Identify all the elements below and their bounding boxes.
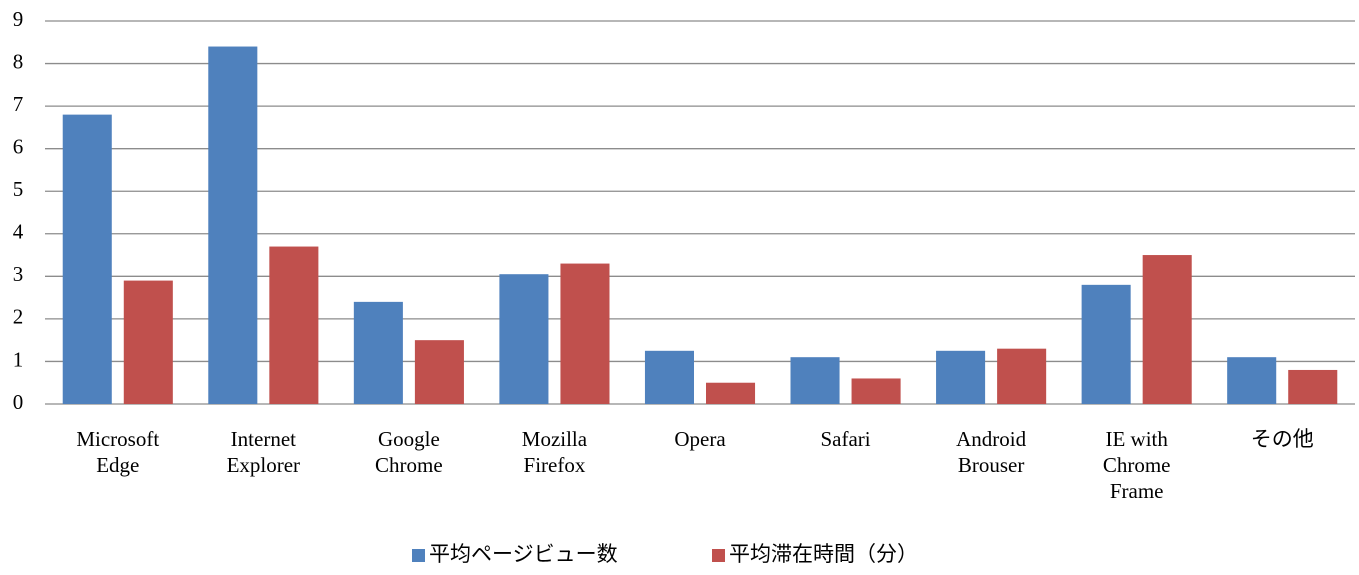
bar xyxy=(851,378,901,404)
x-tick-label: Opera xyxy=(674,427,726,451)
bar xyxy=(644,350,694,404)
x-tick-label: Microsoft Edge xyxy=(76,427,159,477)
x-tick-label: Google Chrome xyxy=(375,427,443,477)
bar xyxy=(208,46,258,405)
bar xyxy=(353,301,403,404)
y-tick-label: 1 xyxy=(13,347,24,371)
x-tick-label: Internet Explorer xyxy=(227,427,300,477)
x-tick-label: Mozilla Firefox xyxy=(522,427,588,477)
bar xyxy=(123,280,173,404)
y-tick-label: 3 xyxy=(13,262,24,286)
x-tick-label: その他 xyxy=(1251,427,1314,451)
x-tick-label: IE with Chrome Frame xyxy=(1103,427,1171,503)
bar xyxy=(499,274,549,404)
bar xyxy=(1227,357,1277,404)
bar xyxy=(269,246,319,404)
y-tick-label: 9 xyxy=(13,7,24,31)
bar xyxy=(560,263,610,404)
bar xyxy=(1288,369,1338,404)
y-tick-label: 5 xyxy=(13,177,24,201)
y-tick-label: 7 xyxy=(13,92,24,116)
bar xyxy=(997,348,1047,404)
bar xyxy=(790,357,840,404)
x-tick-label: Safari xyxy=(820,427,870,451)
bar xyxy=(706,382,756,404)
bar xyxy=(1142,255,1192,404)
legend-label: 平均滞在時間（分） xyxy=(729,542,918,566)
legend-label: 平均ページビュー数 xyxy=(429,542,618,566)
y-tick-label: 4 xyxy=(13,220,24,244)
y-tick-label: 2 xyxy=(13,305,24,329)
y-tick-label: 6 xyxy=(13,134,24,158)
x-tick-label: Android Brouser xyxy=(956,427,1026,477)
bar xyxy=(414,340,464,404)
bar xyxy=(1081,284,1131,404)
bar xyxy=(936,350,986,404)
y-tick-label: 8 xyxy=(13,49,24,73)
legend-swatch xyxy=(712,549,725,562)
legend-swatch xyxy=(412,549,425,562)
y-tick-label: 0 xyxy=(13,390,24,414)
bar xyxy=(62,114,112,404)
